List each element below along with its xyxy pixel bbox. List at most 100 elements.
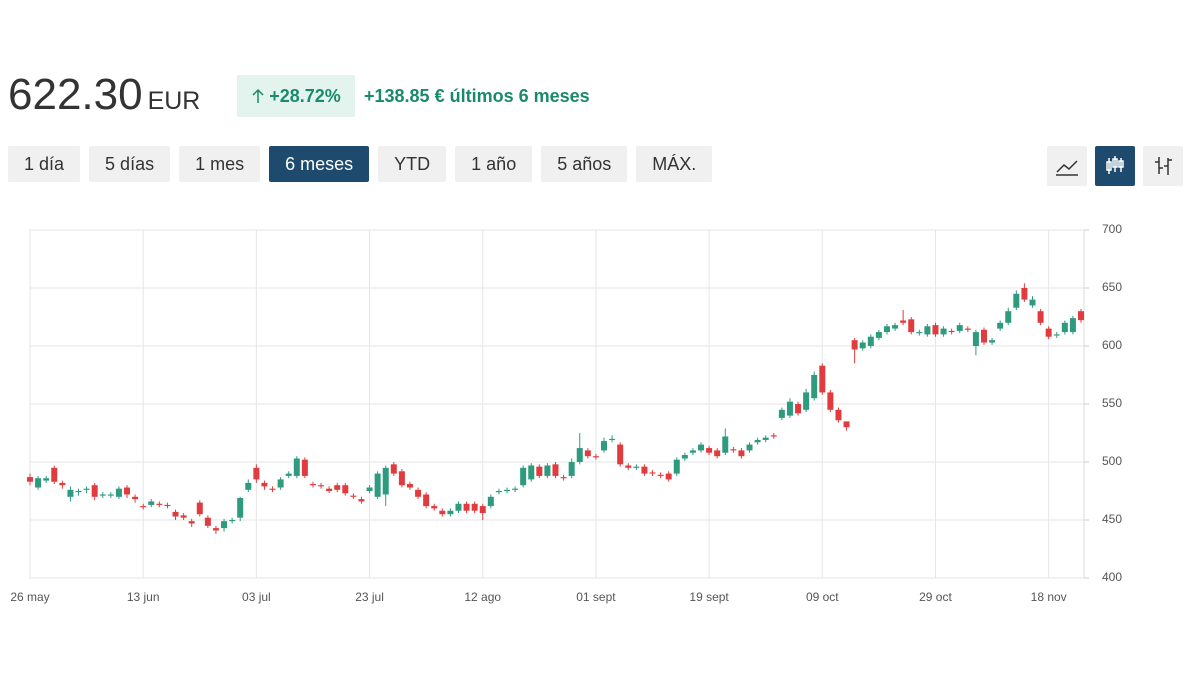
candle-body (641, 466, 648, 474)
candle-body (431, 506, 438, 509)
range-button[interactable]: 1 mes (179, 146, 261, 182)
candle-body (83, 488, 90, 490)
range-button[interactable]: MÁX. (636, 146, 713, 182)
candle-body (471, 503, 478, 511)
candle-body (148, 501, 155, 505)
candlestick-button[interactable] (1095, 146, 1135, 186)
candle-body (293, 458, 300, 476)
change-percent: +28.72% (269, 85, 341, 106)
candle-body (698, 444, 705, 451)
range-button[interactable]: 5 días (89, 146, 171, 182)
candle-body (107, 494, 114, 496)
candle-body (285, 473, 292, 476)
candle-body (212, 528, 219, 531)
candle-body (495, 491, 502, 493)
x-tick-label: 26 may (10, 590, 49, 604)
price: 622.30 (8, 70, 143, 119)
candle-body (770, 435, 777, 437)
candle-body (536, 466, 543, 476)
x-tick-label: 03 jul (242, 590, 271, 604)
change-badge: +28.72% (237, 75, 355, 117)
ohlc-button[interactable] (1143, 146, 1183, 186)
candle-body (237, 497, 244, 518)
candle-body (859, 342, 866, 349)
price-header: 622.30 EUR (8, 70, 200, 120)
candle-body (786, 401, 793, 416)
candle-body (843, 421, 850, 428)
candle-body (568, 462, 575, 476)
range-button[interactable]: 1 año (455, 146, 533, 182)
candle-body (164, 504, 171, 507)
candle-body (738, 450, 745, 457)
candle-body (1078, 311, 1084, 321)
candle-body (883, 326, 890, 333)
candle-body (75, 491, 82, 493)
candle-body (932, 325, 939, 335)
candle-body (625, 465, 632, 468)
candle-body (318, 485, 325, 487)
candle-body (99, 494, 106, 496)
y-tick-label: 650 (1102, 280, 1122, 294)
candle-body (342, 485, 349, 494)
candle-body (924, 326, 931, 335)
candle-body (584, 450, 591, 457)
y-tick-label: 500 (1102, 454, 1122, 468)
candle-body (811, 375, 818, 399)
candle-body (27, 477, 33, 482)
candle-body (204, 517, 211, 526)
range-buttons: 1 día 5 días 1 mes 6 meses YTD 1 año 5 a… (8, 146, 713, 182)
candle-body (350, 495, 357, 497)
candle-body (528, 465, 535, 480)
range-button[interactable]: YTD (378, 146, 447, 182)
candle-body (617, 444, 624, 465)
candle-body (795, 404, 802, 414)
candle-body (916, 332, 923, 334)
x-tick-label: 19 sept (689, 590, 729, 604)
range-button[interactable]: 1 día (8, 146, 81, 182)
candle-body (657, 474, 664, 476)
x-tick-label: 23 jul (355, 590, 384, 604)
candle-body (665, 473, 672, 480)
candle-body (447, 510, 454, 515)
candle-body (358, 499, 365, 502)
candle-body (1061, 322, 1068, 333)
candle-body (633, 466, 640, 468)
range-button[interactable]: 5 años (541, 146, 628, 182)
candle-body (59, 482, 66, 486)
candle-body (35, 478, 42, 488)
candle-body (67, 489, 74, 497)
candle-body (681, 455, 688, 459)
range-button-active[interactable]: 6 meses (269, 146, 370, 182)
candle-body (989, 340, 996, 343)
candle-body (398, 471, 405, 486)
candle-body (803, 392, 810, 410)
y-tick-label: 700 (1102, 222, 1122, 236)
candle-body (503, 489, 510, 491)
candle-body (1053, 334, 1060, 336)
candle-body (520, 467, 527, 486)
candle-body (326, 488, 333, 491)
candle-body (406, 484, 413, 488)
y-tick-label: 600 (1102, 338, 1122, 352)
x-tick-label: 13 jun (127, 590, 160, 604)
candle-body (479, 506, 486, 514)
line-chart-button[interactable] (1047, 146, 1087, 186)
candle-body (91, 485, 98, 497)
candle-body (972, 332, 979, 346)
change-absolute: +138.85 € últimos 6 meses (364, 86, 590, 106)
candle-body (997, 322, 1004, 329)
candle-body (463, 503, 470, 511)
candle-body (439, 510, 446, 515)
candle-body (1069, 318, 1076, 333)
candle-body (649, 472, 656, 474)
candle-body (980, 329, 987, 343)
candle-body (867, 336, 874, 346)
candle-body (512, 488, 519, 490)
candle-body (196, 502, 203, 515)
candle-body (552, 464, 559, 476)
candle-body (374, 473, 381, 497)
candle-body (576, 448, 583, 462)
up-arrow-icon (252, 88, 264, 103)
